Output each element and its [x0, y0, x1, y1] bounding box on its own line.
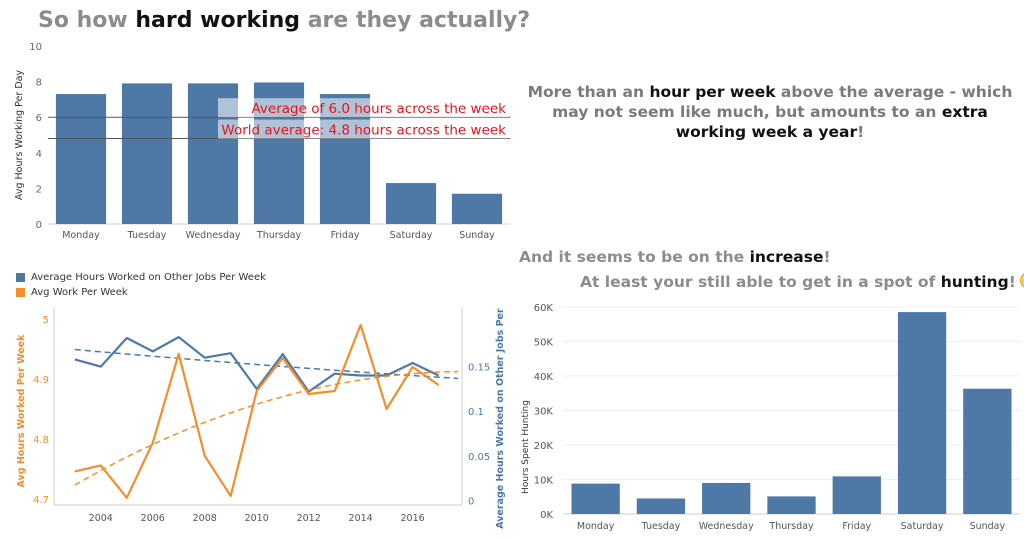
x-tick-label: Thursday [768, 521, 814, 532]
y-tick-label: 6 [36, 113, 42, 124]
reference-label: Average of 6.0 hours across the week [251, 101, 506, 117]
chart-hours-hunting: 0K 10K 20K 30K 40K 50K 60K Monday Tuesday Wednesd… [521, 303, 1020, 532]
x-tick-label: 2012 [297, 513, 321, 524]
bar-hunting-wednesday [702, 482, 751, 514]
series-line-avg-work [74, 323, 440, 499]
chart-work-per-week-trend: 4.7 4.8 4.9 5 0 0.05 0.1 0.15 2004 2006 2008 2010 20… [16, 305, 506, 529]
y-left-tick-label: 4.8 [33, 435, 49, 446]
y-tick-label: 40K [534, 372, 554, 383]
y-tick-label: 30K [534, 406, 554, 417]
y-tick-label: 10K [534, 475, 554, 486]
y-left-axis-title: Avg Hours Worked Per Week [16, 334, 27, 488]
trendline-other-jobs [74, 348, 459, 380]
x-tick-label: Sunday [459, 230, 495, 241]
x-tick-label: Sunday [970, 521, 1006, 532]
x-tick-label: 2006 [141, 513, 165, 524]
y-right-tick-label: 0.05 [468, 452, 490, 463]
bar-saturday [385, 183, 437, 224]
x-tick-label: Friday [842, 521, 871, 532]
y-tick-label: 0K [540, 510, 553, 521]
x-tick-label: Monday [62, 230, 100, 241]
x-tick-label: Tuesday [127, 230, 167, 241]
y-tick-label: 20K [534, 441, 554, 452]
x-tick-label: Saturday [901, 521, 944, 532]
x-tick-label: 2010 [245, 513, 269, 524]
x-tick-label: 2014 [349, 513, 373, 524]
bar-monday [55, 94, 107, 224]
chart-hours-per-day: 0 2 4 6 8 10 Monday Tuesday Wednesday Thursday Fri… [14, 42, 510, 241]
page-title: So how hard working are they actually? [38, 8, 531, 33]
legend-item-other-jobs[interactable]: Average Hours Worked on Other Jobs Per W… [16, 270, 266, 285]
reference-label-bg [218, 119, 508, 139]
y-left-tick-label: 4.9 [33, 375, 49, 386]
legend-item-avg-work[interactable]: Avg Work Per Week [16, 285, 266, 300]
insight-note-increase: And it seems to be on the increase! [519, 248, 831, 266]
reference-label-bg [218, 98, 508, 118]
x-tick-label: Wednesday [185, 230, 240, 241]
legend-swatch-orange [16, 288, 25, 297]
y-right-axis-title: Average Hours Worked on Other Jobs Per W… [495, 305, 506, 529]
y-right-tick-label: 0.1 [468, 407, 484, 418]
y-right-tick-label: 0 [468, 497, 474, 508]
y-axis-title: Hours Spent Hunting [521, 400, 531, 494]
legend-label-avg-work: Avg Work Per Week [31, 287, 128, 298]
x-tick-label: Wednesday [699, 521, 754, 532]
insight-note-hunting: At least your still able to get in a spo… [580, 272, 1024, 291]
legend-label-other-jobs: Average Hours Worked on Other Jobs Per W… [31, 272, 266, 283]
x-tick-label: 2016 [401, 513, 425, 524]
bar-hunting-sunday [963, 388, 1012, 514]
x-tick-label: 2004 [89, 513, 113, 524]
x-tick-label: Thursday [256, 230, 302, 241]
y-axis-title: Avg Hours Working Per Day [14, 70, 25, 201]
bar-hunting-tuesday [636, 498, 686, 514]
x-tick-label: Saturday [390, 230, 433, 241]
series-line-other-jobs [74, 335, 440, 393]
bar-hunting-friday [832, 476, 881, 514]
y-tick-label: 0 [36, 220, 42, 231]
y-tick-label: 60K [534, 303, 554, 314]
y-left-tick-label: 4.7 [33, 495, 49, 506]
trendline-avg-work [74, 370, 459, 486]
x-tick-label: Friday [331, 230, 360, 241]
bar-sunday [451, 193, 503, 224]
y-left-tick-label: 5 [43, 315, 49, 326]
bar-hunting-thursday [767, 496, 816, 514]
y-right-tick-label: 0.15 [468, 363, 490, 374]
thinking-face-icon [1019, 272, 1024, 289]
x-tick-label: Monday [577, 521, 615, 532]
y-tick-label: 10 [29, 42, 42, 53]
reference-label: World average: 4.8 hours across the week [221, 123, 506, 139]
y-tick-label: 8 [36, 78, 42, 89]
legend-swatch-blue [16, 273, 25, 282]
x-tick-label: 2008 [193, 513, 217, 524]
bar-hunting-saturday [897, 312, 947, 514]
x-tick-label: Tuesday [641, 521, 681, 532]
y-tick-label: 4 [36, 149, 42, 160]
y-tick-label: 2 [36, 184, 42, 195]
bar-tuesday [121, 83, 173, 224]
bar-hunting-monday [571, 483, 620, 514]
legend-line-chart: Average Hours Worked on Other Jobs Per W… [16, 270, 266, 300]
insight-note-average: More than an hour per week above the ave… [527, 83, 1013, 141]
y-tick-label: 50K [534, 337, 554, 348]
